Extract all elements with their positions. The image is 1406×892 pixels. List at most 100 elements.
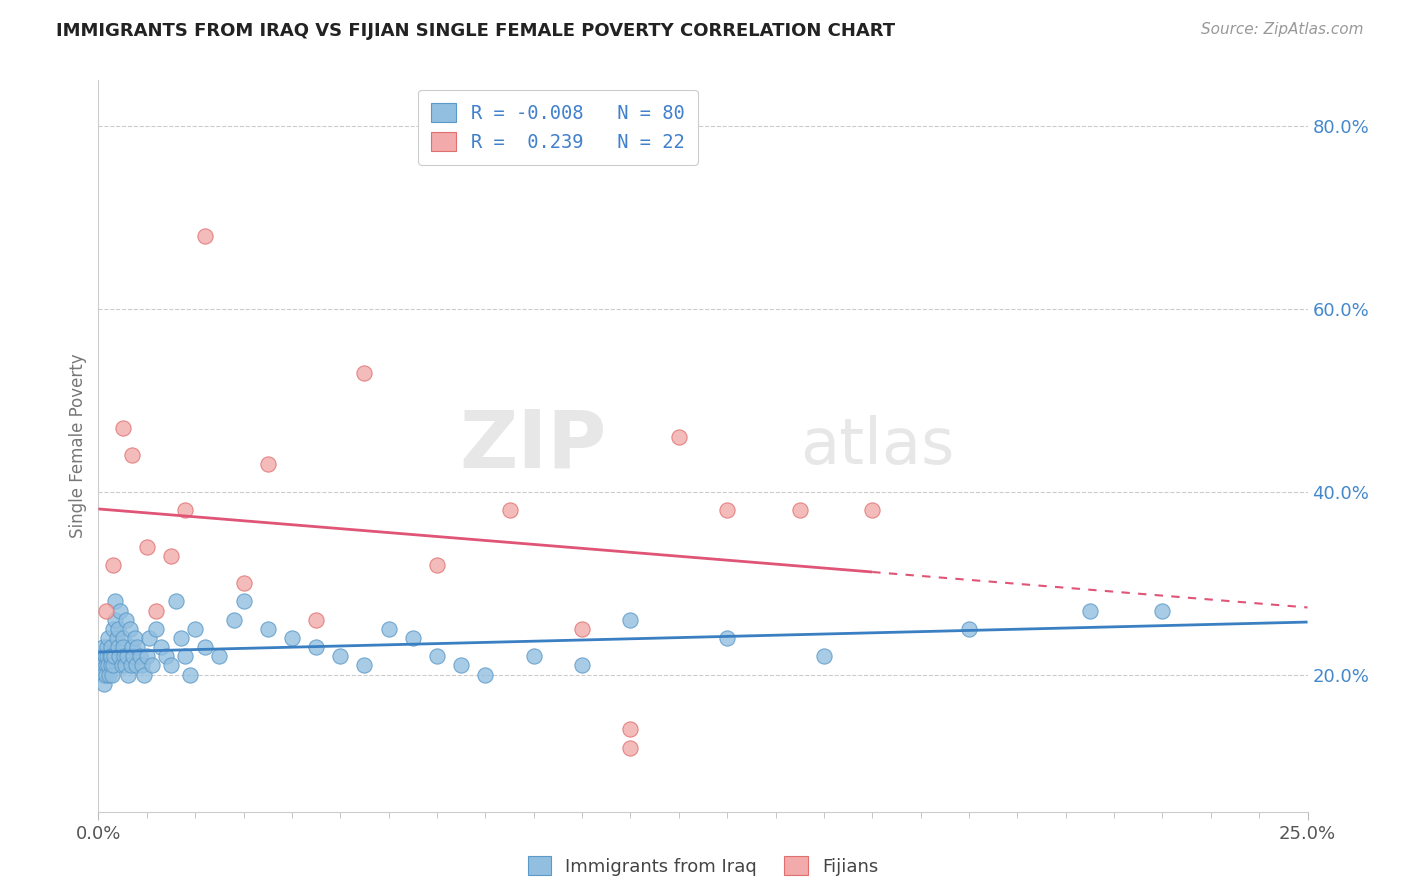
Legend: R = -0.008   N = 80, R =  0.239   N = 22: R = -0.008 N = 80, R = 0.239 N = 22 (418, 90, 697, 165)
Point (474, 667, 496, 681)
Point (194, 228, 217, 243)
Point (115, 613, 138, 627)
Point (174, 503, 197, 517)
Point (101, 622, 124, 636)
Point (1078, 603, 1101, 617)
Point (131, 658, 153, 673)
Point (134, 667, 156, 681)
Point (91, 667, 114, 681)
Point (90, 649, 112, 664)
Point (93, 649, 115, 664)
Point (208, 649, 231, 664)
Point (145, 603, 167, 617)
Point (117, 667, 139, 681)
Text: Source: ZipAtlas.com: Source: ZipAtlas.com (1201, 22, 1364, 37)
Point (105, 631, 128, 645)
Point (402, 631, 425, 645)
Point (150, 640, 173, 655)
Point (329, 649, 352, 664)
Point (174, 649, 197, 664)
Point (179, 667, 201, 681)
Point (860, 503, 883, 517)
Point (121, 640, 143, 655)
Point (668, 430, 690, 444)
Point (222, 613, 245, 627)
Point (135, 649, 157, 664)
Point (100, 649, 122, 664)
Point (426, 649, 449, 664)
Point (135, 540, 157, 554)
Text: atlas: atlas (800, 415, 955, 477)
Point (169, 631, 191, 645)
Point (305, 613, 328, 627)
Point (96, 640, 118, 655)
Point (93, 676, 115, 690)
Point (97, 658, 120, 673)
Point (128, 649, 150, 664)
Text: ZIP: ZIP (458, 407, 606, 485)
Point (101, 667, 124, 681)
Point (91, 658, 114, 673)
Point (114, 658, 136, 673)
Point (813, 649, 835, 664)
Point (256, 622, 278, 636)
Point (100, 640, 122, 655)
Point (118, 622, 141, 636)
Point (91, 640, 114, 655)
Point (353, 366, 375, 380)
Point (108, 649, 131, 664)
Point (194, 640, 217, 655)
Point (111, 640, 134, 655)
Point (305, 640, 328, 655)
Point (111, 631, 134, 645)
Point (426, 558, 449, 572)
Point (97, 631, 120, 645)
Point (184, 622, 207, 636)
Point (716, 631, 738, 645)
Point (619, 740, 641, 755)
Point (100, 658, 122, 673)
Point (122, 649, 145, 664)
Point (98, 667, 121, 681)
Point (450, 658, 472, 673)
Point (145, 622, 167, 636)
Y-axis label: Single Female Poverty: Single Female Poverty (69, 354, 87, 538)
Point (160, 549, 183, 563)
Point (138, 631, 160, 645)
Point (96, 649, 118, 664)
Point (256, 458, 278, 472)
Point (94, 603, 117, 617)
Point (716, 503, 738, 517)
Point (108, 603, 131, 617)
Point (523, 649, 546, 664)
Point (232, 594, 254, 608)
Point (619, 613, 641, 627)
Point (353, 658, 375, 673)
Point (232, 576, 254, 591)
Point (124, 631, 146, 645)
Point (107, 622, 129, 636)
Point (165, 594, 187, 608)
Point (112, 649, 135, 664)
Point (111, 658, 134, 673)
Point (127, 640, 149, 655)
Point (111, 421, 134, 435)
Point (619, 723, 641, 737)
Point (94, 667, 117, 681)
Point (125, 658, 148, 673)
Point (571, 658, 593, 673)
Point (957, 622, 980, 636)
Text: IMMIGRANTS FROM IRAQ VS FIJIAN SINGLE FEMALE POVERTY CORRELATION CHART: IMMIGRANTS FROM IRAQ VS FIJIAN SINGLE FE… (56, 22, 896, 40)
Point (94, 658, 117, 673)
Point (571, 622, 593, 636)
Point (377, 622, 399, 636)
Point (160, 658, 183, 673)
Point (101, 558, 124, 572)
Point (104, 613, 127, 627)
Point (789, 503, 811, 517)
Point (120, 658, 142, 673)
Point (155, 649, 177, 664)
Point (104, 594, 127, 608)
Point (103, 649, 125, 664)
Point (121, 448, 143, 462)
